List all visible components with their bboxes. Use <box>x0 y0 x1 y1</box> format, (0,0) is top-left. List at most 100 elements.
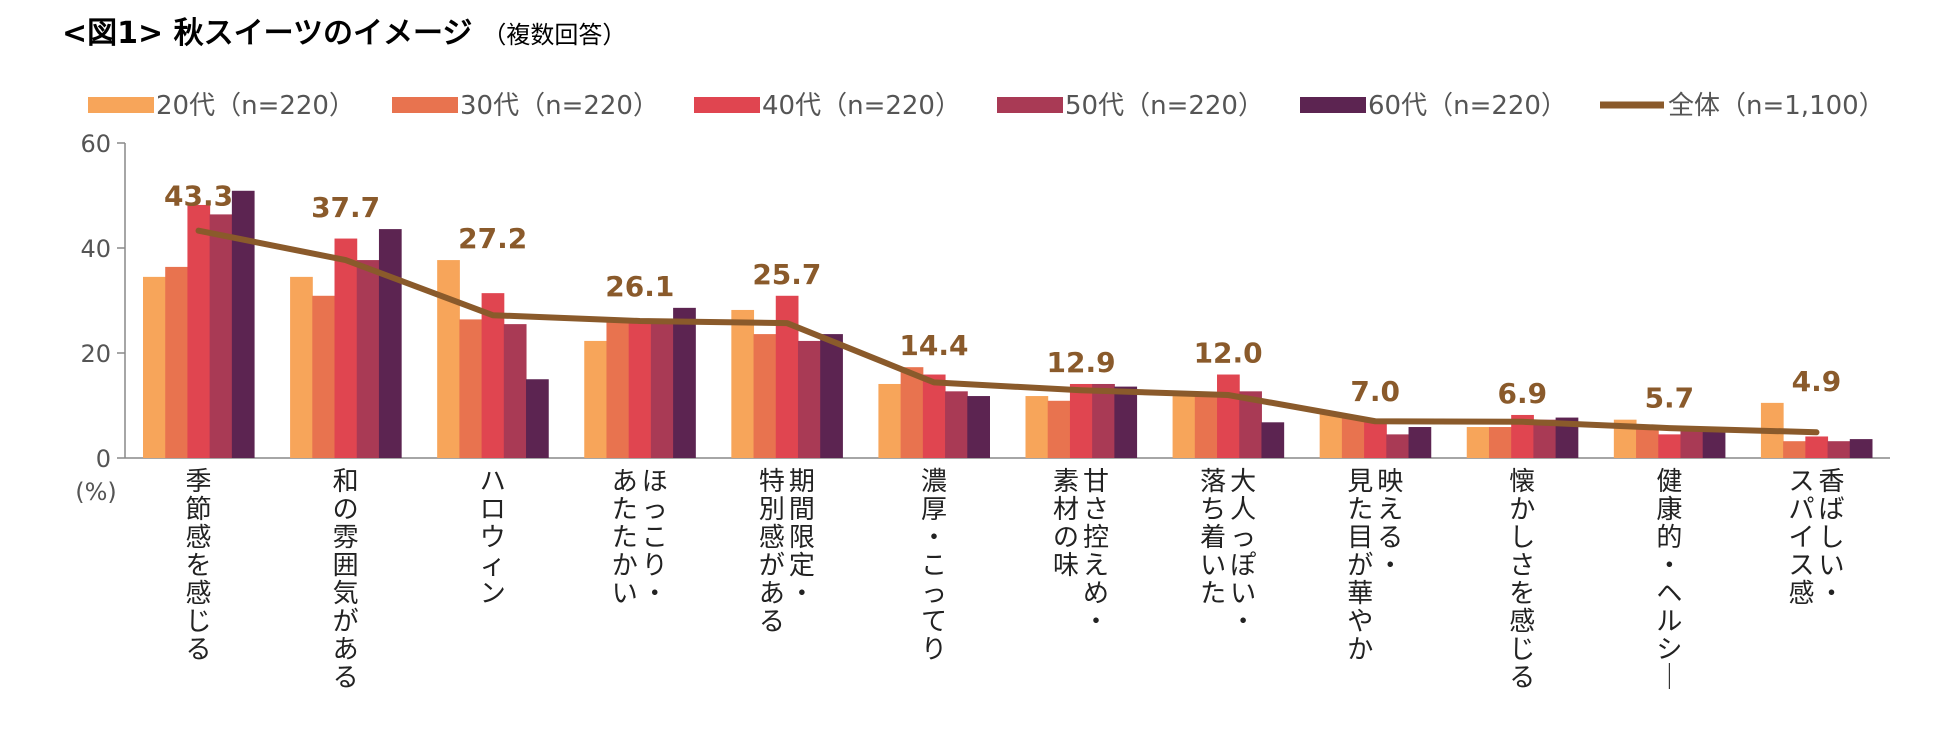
total-series-line <box>195 227 1820 436</box>
bar-s4-c2 <box>356 260 380 458</box>
category-label-6-line-1: 濃厚・こってり <box>921 467 947 665</box>
category-label-1-line-1: 季節感を感じる <box>186 467 212 665</box>
bar-s4-c11 <box>1680 429 1704 458</box>
bar-s5-c8 <box>1261 422 1285 458</box>
bar-s2-c1 <box>165 266 188 458</box>
bar-s1-c10 <box>1466 427 1490 458</box>
bar-s3-c3 <box>481 293 505 458</box>
bar-s5-c9 <box>1408 427 1432 458</box>
total-point-11 <box>1668 427 1671 430</box>
legend-swatch-5 <box>1300 97 1366 113</box>
value-label-5: 25.7 <box>752 258 821 291</box>
bar-s2-c3 <box>459 319 483 458</box>
bar-s1-c3 <box>437 260 460 458</box>
y-tick-label-3: 60 <box>80 130 111 158</box>
value-labels: 43.3 37.7 27.2 26.1 25.7 14.4 12.9 12.0 7.0 6.9 5.… <box>164 180 1841 415</box>
bar-s1-c6 <box>878 383 902 458</box>
value-label-9: 7.0 <box>1350 375 1400 408</box>
category-label-4-line-2: あたたかい <box>612 467 638 609</box>
total-line <box>195 227 1820 436</box>
bar-s2-c6 <box>900 367 924 458</box>
bar-s1-c1 <box>143 276 166 458</box>
bar-s4-c10 <box>1533 419 1557 458</box>
total-point-3 <box>491 314 494 317</box>
bar-s3-c2 <box>334 238 358 458</box>
bar-s3-c1 <box>187 204 211 458</box>
y-tick-label-1: 20 <box>80 340 111 368</box>
legend-label-1: 20代（n=220） <box>156 91 355 121</box>
bar-s2-c8 <box>1194 396 1218 458</box>
bar-s2-c2 <box>312 295 336 458</box>
category-label-4-line-1: ほっこり・ <box>642 467 668 609</box>
bar-s4-c8 <box>1239 391 1262 458</box>
bar-s5-c6 <box>967 396 990 458</box>
total-point-2 <box>344 259 347 262</box>
chart-subtitle: （複数回答） <box>482 21 627 49</box>
value-label-2: 37.7 <box>311 191 380 224</box>
value-label-1: 43.3 <box>164 180 233 213</box>
category-label-12-line-1: 香ばしい・ <box>1818 467 1844 609</box>
category-label-10-line-1: 懐かしさを感じる <box>1509 467 1535 693</box>
legend-swatch-2 <box>392 97 458 113</box>
bar-s1-c7 <box>1025 396 1049 458</box>
bar-s5-c11 <box>1702 429 1726 458</box>
bar-s4-c12 <box>1827 441 1851 458</box>
total-point-10 <box>1521 420 1524 423</box>
legend-label-5: 60代（n=220） <box>1368 91 1567 121</box>
bar-s1-c9 <box>1319 412 1343 458</box>
y-tick-label-0: 0 <box>96 445 111 473</box>
bar-s2-c5 <box>753 334 777 458</box>
bar-s5-c12 <box>1849 439 1873 458</box>
legend-swatch-1 <box>88 97 154 113</box>
category-label-11-line-1: 健康的・ヘルシ｜ <box>1656 467 1682 693</box>
value-label-12: 4.9 <box>1792 365 1842 398</box>
bar-s4-c9 <box>1386 434 1410 458</box>
total-point-8 <box>1227 394 1230 396</box>
value-label-8: 12.0 <box>1194 337 1263 370</box>
category-label-9-line-2: 見た目が華やか <box>1347 467 1373 665</box>
category-labels: 季節感を感じる 和の雰囲気がある ハロウィン ほっこり・あたたかい 期間限定・特別感があ… <box>186 467 1845 693</box>
bar-s2-c9 <box>1341 417 1365 458</box>
value-label-3: 27.2 <box>458 222 527 255</box>
bar-s2-c11 <box>1636 429 1659 458</box>
category-label-5-line-1: 期間限定・ <box>789 467 815 609</box>
legend-label-4: 50代（n=220） <box>1065 91 1264 121</box>
bar-s5-c5 <box>820 334 843 458</box>
category-label-8-line-2: 落ち着いた <box>1200 467 1226 609</box>
category-label-2-line-1: 和の雰囲気がある <box>333 467 359 693</box>
bar-s1-c5 <box>731 309 755 458</box>
bar-s3-c12 <box>1805 436 1829 458</box>
bar-s2-c10 <box>1488 427 1512 458</box>
bar-s3-c4 <box>628 322 652 458</box>
category-label-9-line-1: 映える・ <box>1377 467 1403 581</box>
legend-label-total: 全体（n=1,100） <box>1668 91 1885 121</box>
bar-s5-c1 <box>231 190 255 458</box>
bar-s1-c2 <box>290 276 313 458</box>
chart-title-text: <図1> 秋スイーツのイメージ <box>62 16 473 51</box>
legend-label-3: 40代（n=220） <box>762 91 961 121</box>
bar-s1-c4 <box>584 340 607 458</box>
bar-s3-c9 <box>1364 422 1387 458</box>
bar-s4-c7 <box>1092 383 1115 458</box>
bar-s4-c6 <box>945 391 968 458</box>
category-label-3-line-1: ハロウィン <box>480 467 506 609</box>
value-label-4: 26.1 <box>605 270 674 303</box>
y-axis: 0 20 40 60 (%) <box>75 130 1890 506</box>
value-label-10: 6.9 <box>1497 377 1547 410</box>
bar-s2-c7 <box>1047 400 1071 458</box>
bar-s4-c1 <box>209 214 233 458</box>
bar-s3-c5 <box>775 295 799 458</box>
category-label-7-line-2: 素材の味 <box>1053 467 1079 581</box>
bar-s5-c2 <box>378 229 402 458</box>
legend-swatch-4 <box>997 97 1063 113</box>
total-point-5 <box>785 322 788 325</box>
bar-s3-c6 <box>922 374 946 458</box>
legend: 20代（n=220） 30代（n=220） 40代（n=220） 50代（n=220）… <box>88 91 1885 121</box>
bar-s3-c10 <box>1511 414 1534 458</box>
total-point-1 <box>197 229 200 232</box>
bar-s4-c4 <box>650 322 674 458</box>
bar-s5-c3 <box>526 379 549 458</box>
bar-s4-c3 <box>503 324 527 458</box>
category-label-5-line-2: 特別感がある <box>759 467 785 637</box>
